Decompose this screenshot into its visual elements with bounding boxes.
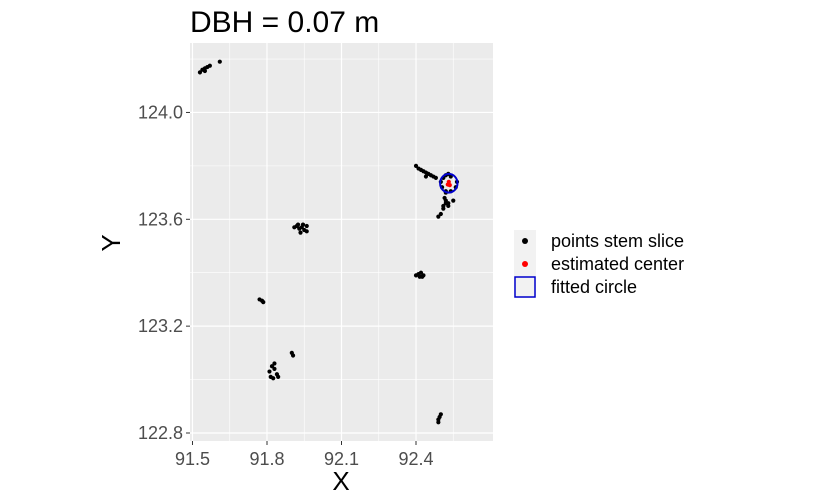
chart-title: DBH = 0.07 m bbox=[190, 6, 379, 39]
points-stem-slice-point bbox=[417, 274, 422, 279]
legend-key-fitted-circle bbox=[514, 276, 536, 298]
points-stem-slice-point bbox=[271, 376, 276, 381]
points-stem-slice-point bbox=[446, 201, 451, 206]
points-stem-slice-point bbox=[269, 364, 275, 369]
estimated-center-point bbox=[447, 183, 452, 188]
y-tick-label: 122.8 bbox=[138, 423, 183, 443]
points-stem-slice-point bbox=[436, 420, 441, 425]
points-stem-slice-point bbox=[276, 374, 281, 379]
estimated-center-point bbox=[446, 179, 451, 184]
points-stem-slice-point bbox=[298, 230, 303, 235]
points-stem-slice-point bbox=[304, 229, 309, 234]
legend-key-points-stem-slice bbox=[522, 238, 528, 244]
points-stem-slice-point bbox=[418, 270, 424, 275]
legend-label: points stem slice bbox=[551, 231, 684, 251]
points-stem-slice-point bbox=[261, 300, 266, 305]
grid-lines bbox=[190, 43, 493, 441]
points-stem-slice-point bbox=[436, 214, 441, 219]
points-stem-slice-point bbox=[267, 369, 272, 374]
points-stem-slice-point bbox=[295, 222, 301, 227]
legend-label: fitted circle bbox=[551, 277, 637, 297]
points-stem-slice-point bbox=[423, 174, 429, 179]
axes: 91.5 91.8 92.1 92.4 122.8 123.2 123.6 124.0 bbox=[138, 102, 434, 469]
points-stem-slice-point bbox=[207, 63, 212, 68]
legend-label: estimated center bbox=[551, 254, 684, 274]
points-stem-slice-point bbox=[413, 163, 419, 168]
points-stem-slice-point bbox=[272, 361, 277, 366]
fitted-circle bbox=[439, 172, 459, 194]
legend: points stem slice estimated center fitted … bbox=[514, 230, 684, 298]
points-stem-slice-point bbox=[433, 175, 438, 180]
y-tick-label: 123.2 bbox=[138, 316, 183, 336]
legend-key-estimated-center bbox=[522, 261, 528, 267]
x-tick-label: 92.1 bbox=[324, 449, 359, 469]
points-stem-slice-point bbox=[202, 68, 208, 74]
data-marks bbox=[197, 59, 460, 425]
y-axis-title: Y bbox=[96, 234, 126, 251]
points-stem-slice-point bbox=[304, 223, 309, 229]
x-tick-label: 91.5 bbox=[175, 449, 210, 469]
y-tick-label: 123.6 bbox=[138, 209, 183, 229]
x-tick-label: 92.4 bbox=[398, 449, 433, 469]
points-stem-slice-point bbox=[217, 59, 222, 64]
points-stem-slice-point bbox=[438, 211, 443, 217]
points-stem-slice-point bbox=[272, 366, 277, 371]
x-axis-title: X bbox=[332, 466, 349, 496]
points-stem-slice-point bbox=[451, 198, 456, 203]
y-tick-label: 124.0 bbox=[138, 102, 183, 122]
points-stem-slice-point bbox=[441, 203, 446, 209]
points-stem-slice-point bbox=[300, 222, 306, 227]
points-stem-slice-point bbox=[197, 70, 203, 75]
points-stem-slice-point bbox=[443, 198, 448, 203]
points-stem-slice-point bbox=[438, 412, 443, 417]
points-stem-slice-point bbox=[290, 353, 296, 358]
x-tick-label: 91.8 bbox=[249, 449, 284, 469]
